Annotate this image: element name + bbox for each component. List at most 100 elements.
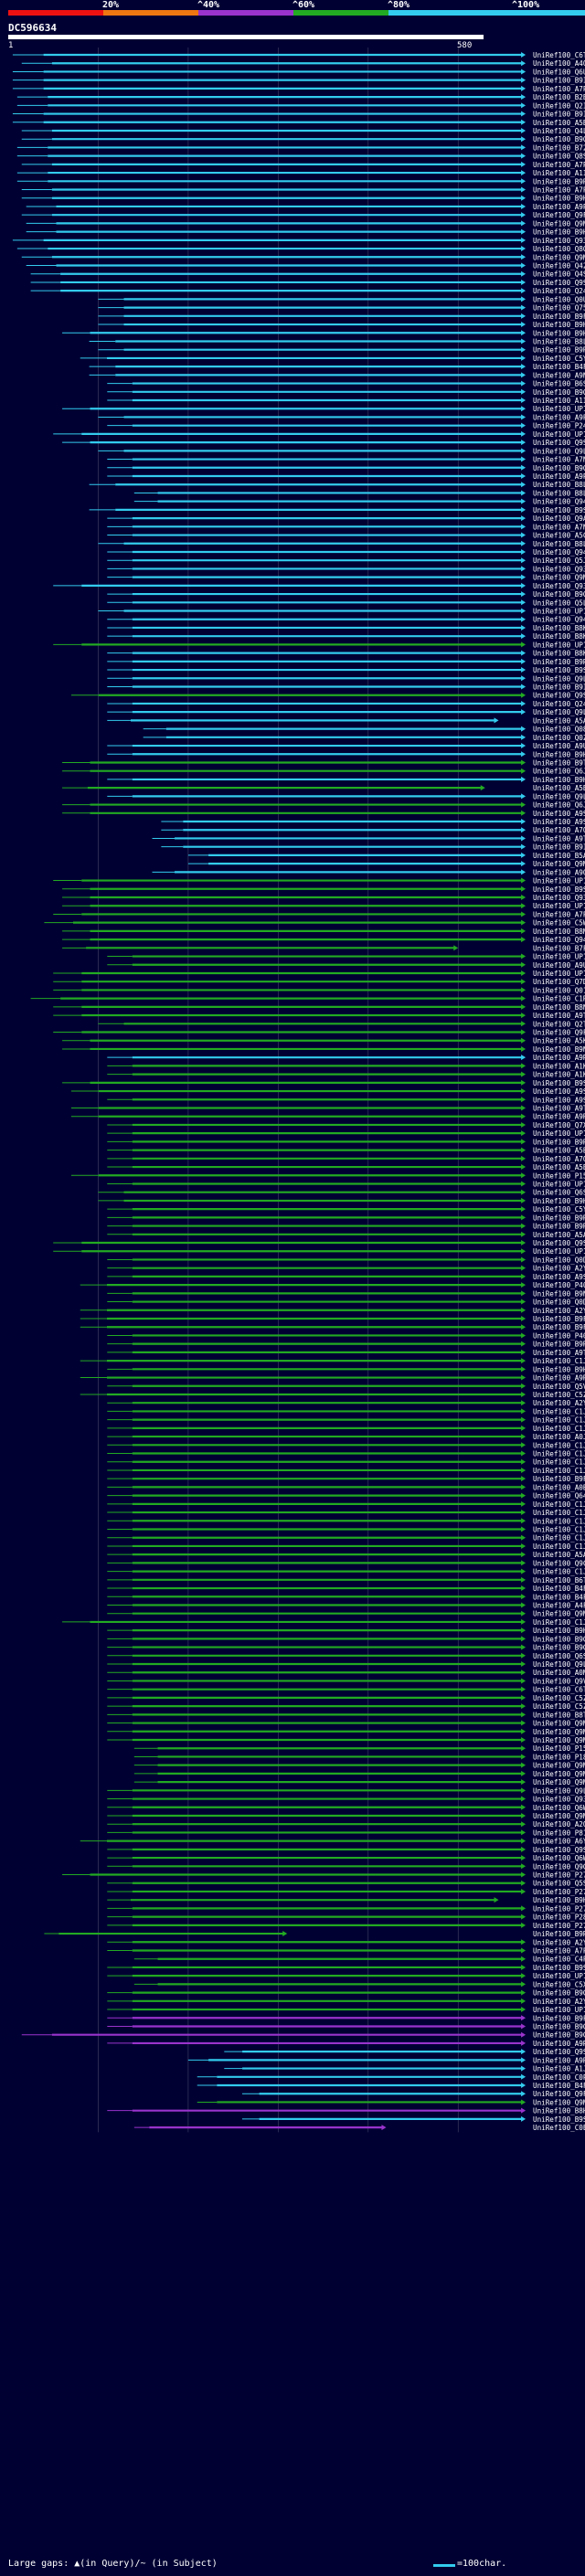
subject-label[interactable]: UniRef100_Q6W7R5 (533, 1854, 585, 1862)
subject-label[interactable]: UniRef100_Q94FT5 (533, 498, 585, 506)
subject-label[interactable]: UniRef100_Q9SBT2 (533, 1846, 585, 1854)
subject-label[interactable]: UniRef100_A9UKY4 (533, 961, 585, 970)
subject-label[interactable]: UniRef100_B9RUM7 (533, 1214, 585, 1222)
subject-label[interactable]: UniRef100_A5KCS2 (533, 1037, 585, 1045)
subject-label[interactable]: UniRef100_Q94LR5 (533, 936, 585, 944)
subject-label[interactable]: UniRef100_Q93ZZ5 (533, 237, 585, 245)
subject-label[interactable]: UniRef100_C5X582 (533, 1980, 585, 1988)
subject-label[interactable]: UniRef100_UP1000... (533, 1247, 585, 1256)
subject-label[interactable]: UniRef100_B9GIX5 (533, 135, 585, 143)
subject-label[interactable]: UniRef100_B8LQ61 (533, 337, 585, 345)
subject-label[interactable]: UniRef100_B9RHQ0 (533, 1930, 585, 1938)
subject-label[interactable]: UniRef100_Q9M4S2 (533, 1736, 585, 1744)
subject-label[interactable]: UniRef100_P15721 (533, 1744, 585, 1753)
subject-label[interactable]: UniRef100_A5C429 (533, 532, 585, 540)
subject-label[interactable]: UniRef100_A9PDH5 (533, 203, 585, 211)
subject-label[interactable]: UniRef100_B4FX29 (533, 363, 585, 371)
subject-label[interactable]: UniRef100_B8K1T5 (533, 632, 585, 641)
subject-label[interactable]: UniRef100_A1I1A8 (533, 397, 585, 405)
subject-label[interactable]: UniRef100_A0BC16 (533, 1483, 585, 1491)
subject-label[interactable]: UniRef100_Q6S456 (533, 1652, 585, 1660)
subject-label[interactable]: UniRef100_B8LS41 (533, 481, 585, 489)
subject-label[interactable]: UniRef100_C1JXR3 (533, 1458, 585, 1467)
subject-label[interactable]: UniRef100_Q9FYD0 (533, 211, 585, 219)
subject-label[interactable]: UniRef100_Q24416 (533, 700, 585, 708)
subject-label[interactable]: UniRef100_P81294 (533, 1829, 585, 1837)
subject-label[interactable]: UniRef100_Q0DJF3 (533, 1256, 585, 1264)
subject-label[interactable]: UniRef100_Q64510 (533, 1492, 585, 1500)
subject-label[interactable]: UniRef100_C1JXQ1 (533, 1416, 585, 1425)
subject-label[interactable]: UniRef100_C0PJB4 (533, 2073, 585, 2082)
subject-label[interactable]: UniRef100_P18632 (533, 1753, 585, 1761)
subject-label[interactable]: UniRef100_B8HEB2 (533, 2107, 585, 2115)
subject-label[interactable]: UniRef100_B9GH44 (533, 1635, 585, 1643)
subject-label[interactable]: UniRef100_A7PHZ4 (533, 910, 585, 918)
subject-label[interactable]: UniRef100_A5ARX2 (533, 1231, 585, 1239)
subject-label[interactable]: UniRef100_Q93L6 (533, 1796, 585, 1804)
subject-label[interactable]: UniRef100_Q75PP8 (533, 304, 585, 313)
subject-label[interactable]: UniRef100_UP1000... (533, 877, 585, 885)
subject-label[interactable]: UniRef100_A7QUE6 (533, 826, 585, 834)
subject-label[interactable]: UniRef100_P27760 (533, 1888, 585, 1896)
subject-label[interactable]: UniRef100_Q9FM66 (533, 1029, 585, 1037)
subject-label[interactable]: UniRef100_C1JXR5 (533, 1517, 585, 1525)
subject-label[interactable]: UniRef100_B8TKL4 (533, 1711, 585, 1719)
subject-label[interactable]: UniRef100_Q9M454 (533, 1778, 585, 1786)
subject-label[interactable]: UniRef100_A9S3B7 (533, 810, 585, 818)
subject-label[interactable]: UniRef100_Q9LLT1 (533, 1786, 585, 1795)
subject-label[interactable]: UniRef100_C1JXR7 (533, 1450, 585, 1458)
subject-label[interactable]: UniRef100_Q5LT20 (533, 599, 585, 607)
subject-label[interactable]: UniRef100_Q93VD6 (533, 582, 585, 590)
subject-label[interactable]: UniRef100_B9FJT5 (533, 1323, 585, 1331)
subject-label[interactable]: UniRef100_Q9M7H4 (533, 860, 585, 868)
subject-label[interactable]: UniRef100_A9RT28 (533, 1113, 585, 1121)
subject-label[interactable]: UniRef100_P28744 (533, 1913, 585, 1922)
subject-label[interactable]: UniRef100_Q9M9S2 (533, 1610, 585, 1618)
subject-label[interactable]: UniRef100_B9GYB6 (533, 1989, 585, 1998)
subject-label[interactable]: UniRef100_A5BHB2 (533, 1163, 585, 1171)
subject-label[interactable]: UniRef100_Q9SDW3 (533, 439, 585, 447)
subject-label[interactable]: UniRef100_B9NAA0 (533, 1045, 585, 1054)
subject-label[interactable]: UniRef100_B9FQF5 (533, 1315, 585, 1323)
subject-label[interactable]: UniRef100_Q9M453 (533, 1720, 585, 1728)
subject-label[interactable]: UniRef100_Q4LEY6 (533, 127, 585, 135)
subject-label[interactable]: UniRef100_Q6U7H9 (533, 68, 585, 76)
subject-label[interactable]: UniRef100_Q9C8U4 (533, 1559, 585, 1567)
subject-label[interactable]: UniRef100_A0JBB2 (533, 1433, 585, 1441)
subject-label[interactable]: UniRef100_Q9SXR8 (533, 2048, 585, 2056)
subject-label[interactable]: UniRef100_B9FDH5 (533, 313, 585, 321)
subject-label[interactable]: UniRef100_B8LQV2 (533, 489, 585, 497)
subject-label[interactable]: UniRef100_P15722 (533, 1171, 585, 1180)
subject-label[interactable]: UniRef100_Q5VP63 (533, 1383, 585, 1391)
subject-label[interactable]: UniRef100_Q9LGG3 (533, 447, 585, 455)
subject-label[interactable]: UniRef100_A2Y966 (533, 1307, 585, 1315)
subject-label[interactable]: UniRef100_B9HZ79 (533, 1896, 585, 1904)
subject-label[interactable]: UniRef100_B9FTX2 (533, 1475, 585, 1483)
subject-label[interactable]: UniRef100_Q8GVJ1 (533, 245, 585, 253)
subject-label[interactable]: UniRef100_A9RB32 (533, 2056, 585, 2064)
subject-label[interactable]: UniRef100_Q08231 (533, 726, 585, 734)
subject-label[interactable]: UniRef100_A1KCJ3 (533, 1062, 585, 1070)
subject-label[interactable]: UniRef100_B9HZ81 (533, 1627, 585, 1635)
subject-label[interactable]: UniRef100_C1JXR9 (533, 1407, 585, 1415)
subject-label[interactable]: UniRef100_A9SAZ3 (533, 1273, 585, 1281)
subject-label[interactable]: UniRef100_C1JXT1 (533, 1441, 585, 1449)
subject-label[interactable]: UniRef100_C1JXR2 (533, 1534, 585, 1542)
subject-label[interactable]: UniRef100_A1KCJ4 (533, 1071, 585, 1079)
subject-label[interactable]: UniRef100_Q9LJ98 (533, 792, 585, 800)
subject-label[interactable]: UniRef100_Q4S783 (533, 270, 585, 279)
subject-label[interactable]: UniRef100_A9SJ59 (533, 818, 585, 826)
subject-label[interactable]: UniRef100_C1JXR0 (533, 1568, 585, 1576)
subject-label[interactable]: UniRef100_B9SRU9 (533, 2115, 585, 2124)
subject-label[interactable]: UniRef100_B9HUT8 (533, 1197, 585, 1205)
subject-label[interactable]: UniRef100_A9T6K7 (533, 834, 585, 843)
subject-label[interactable]: UniRef100_B9HL76 (533, 750, 585, 758)
subject-label[interactable]: UniRef100_B9G630 (533, 2031, 585, 2040)
subject-label[interactable]: UniRef100_C4PEV3 (533, 1956, 585, 1964)
subject-label[interactable]: UniRef100_Q0DE98 (533, 1299, 585, 1307)
subject-label[interactable]: UniRef100_C1JXM9 (533, 1425, 585, 1433)
subject-label[interactable]: UniRef100_Q9SK82 (533, 1239, 585, 1247)
subject-label[interactable]: UniRef100_B9TEZ7 (533, 758, 585, 767)
subject-label[interactable]: UniRef100_B9R950 (533, 1138, 585, 1146)
subject-label[interactable]: UniRef100_A7PL56 (533, 186, 585, 195)
